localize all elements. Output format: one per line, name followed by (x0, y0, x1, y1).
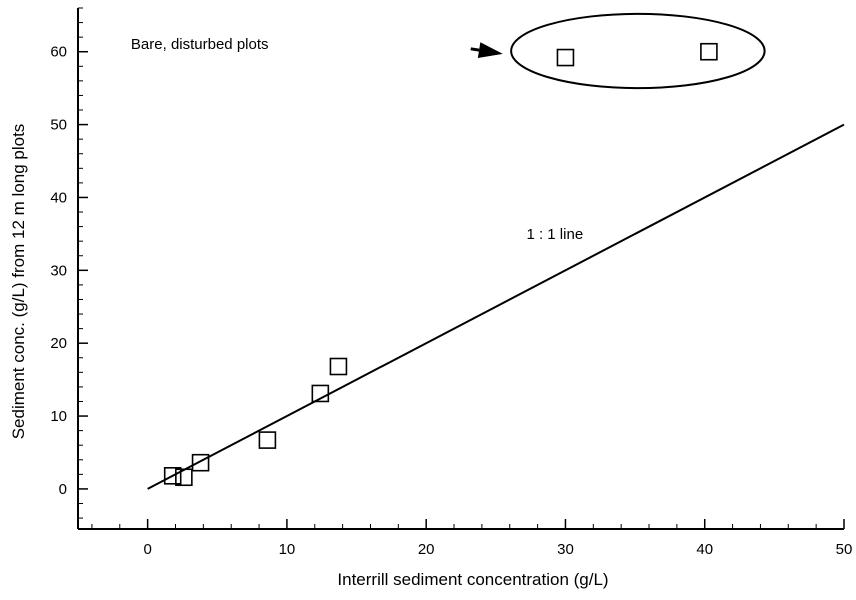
highlight-group (510, 12, 766, 90)
annotation-arrow-head (477, 42, 503, 59)
y-tick-label: 0 (59, 481, 67, 498)
data-point (311, 384, 330, 403)
y-tick-label: 60 (50, 44, 67, 61)
x-tick-label: 40 (696, 541, 713, 558)
y-tick-label: 30 (50, 262, 67, 279)
x-tick-label: 30 (557, 541, 574, 558)
annotations: Bare, disturbed plots (131, 36, 503, 59)
data-point (258, 431, 277, 449)
x-tick-label: 20 (418, 541, 435, 558)
x-axis-title: Interrill sediment concentration (g/L) (337, 570, 608, 589)
data-point (556, 48, 575, 67)
minor-ticks (78, 7, 817, 529)
bare-plots-ellipse (510, 12, 766, 90)
one-to-one-line (147, 123, 845, 490)
major-ticks (78, 50, 845, 529)
data-point (700, 42, 718, 61)
annotation-arrow-shaft (470, 47, 480, 52)
reference-line-group: 1 : 1 line (147, 123, 845, 490)
data-point (191, 453, 210, 472)
bare-plots-annotation: Bare, disturbed plots (131, 36, 269, 53)
axes: 0 10 20 30 40 50 0 10 20 30 40 50 60 (50, 7, 852, 558)
x-tick-label: 0 (143, 541, 151, 558)
tick-labels: 0 10 20 30 40 50 0 10 20 30 40 50 60 (50, 44, 852, 558)
x-tick-label: 50 (836, 541, 853, 558)
one-to-one-line-label: 1 : 1 line (526, 226, 583, 243)
data-point (175, 468, 193, 487)
y-tick-label: 10 (50, 408, 67, 425)
y-tick-label: 20 (50, 335, 67, 352)
x-tick-label: 10 (279, 541, 296, 558)
data-point (163, 467, 182, 485)
data-points (163, 42, 718, 487)
y-tick-label: 40 (50, 189, 67, 206)
y-axis-title: Sediment conc. (g/L) from 12 m long plot… (9, 124, 28, 440)
data-point (329, 357, 348, 376)
y-tick-label: 50 (50, 117, 67, 134)
